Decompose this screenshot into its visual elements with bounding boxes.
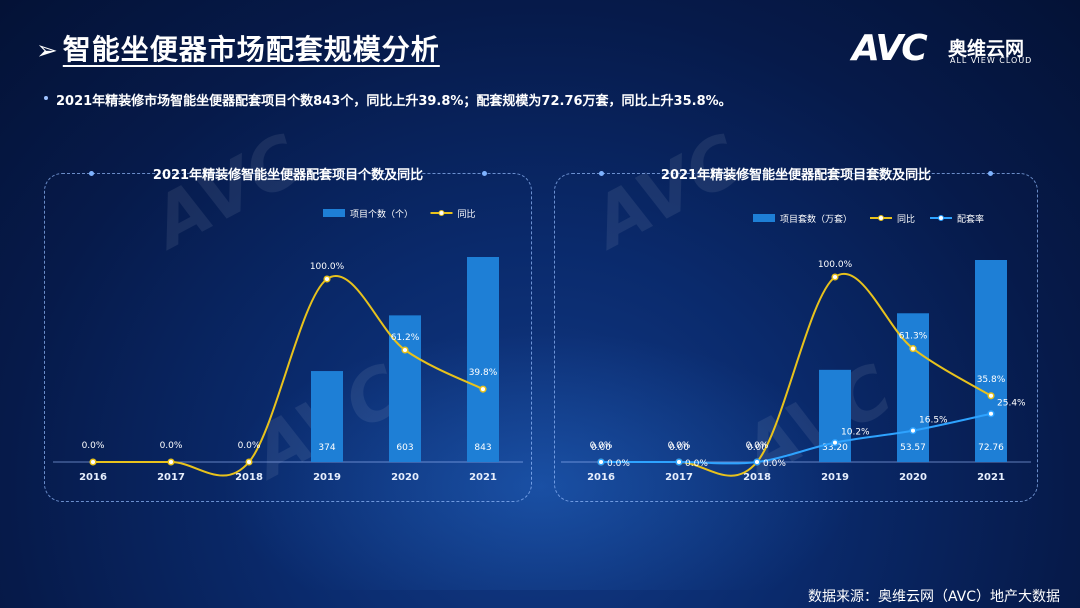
legend-label: 同比 (458, 208, 476, 220)
x-tick-label: 2021 (977, 472, 1005, 483)
bar (311, 371, 343, 462)
line-value-label: 61.2% (391, 333, 420, 343)
logo-en: ALL VIEW CLOUD (950, 56, 1033, 65)
series-point (89, 458, 97, 466)
chart-count-svg: 2016 2017 2018 2019 2020 2021 374 603 843 0.0% 0.0… (53, 208, 523, 483)
line-value-label: 100.0% (310, 262, 345, 272)
line-value-label: 35.8% (977, 375, 1006, 385)
arrow-icon: ➢ (36, 36, 59, 66)
legend-swatch-bar (753, 214, 775, 222)
line-value-label: 25.4% (997, 399, 1026, 409)
line-value-label: 0.0% (607, 459, 630, 469)
x-tick-label: 2016 (79, 472, 107, 483)
series-point (987, 410, 995, 418)
line-value-label: 0.0% (590, 441, 613, 451)
panel-dot-icon (482, 171, 487, 176)
summary-bullet: 2021年精装修市场智能坐便器配套项目个数843个，同比上升39.8%；配套规模… (44, 90, 732, 109)
line-value-label: 0.0% (668, 441, 691, 451)
series-line-yoy (601, 273, 992, 477)
line-value-label: 39.8% (469, 368, 498, 378)
series-point (167, 458, 175, 466)
chart-sets-svg: 2016 2017 2018 2019 2020 2021 0.00 0.00 0.00 33.2… (561, 213, 1031, 483)
line-value-label: 0.0% (238, 441, 261, 451)
bullet-dot-icon (44, 96, 48, 100)
series-point (245, 458, 253, 466)
chart-panel-count: 2021年精装修智能坐便器配套项目个数及同比 2016 2017 2018 2019 2… (44, 168, 532, 502)
series-point (909, 345, 917, 353)
bar-value-label: 843 (474, 443, 491, 453)
series-point (987, 392, 995, 400)
bar-value-label: 0.00 (669, 443, 689, 453)
x-tick-label: 2020 (899, 472, 927, 483)
line-value-label: 16.5% (919, 416, 948, 426)
line-value-label: 10.2% (841, 428, 870, 438)
legend-swatch-bar (323, 209, 345, 217)
bar (467, 257, 499, 462)
series-point (831, 439, 839, 447)
bar-value-label: 72.76 (978, 443, 1004, 453)
line-value-label: 0.0% (746, 441, 769, 451)
x-tick-label: 2016 (587, 472, 615, 483)
series-point (401, 346, 409, 354)
x-tick-label: 2017 (665, 472, 693, 483)
bar-value-label: 374 (318, 443, 335, 453)
line-value-label: 0.0% (763, 459, 786, 469)
bar-value-label: 0.00 (747, 443, 767, 453)
x-tick-label: 2021 (469, 472, 497, 483)
x-tick-label: 2017 (157, 472, 185, 483)
line-value-label: 0.0% (685, 459, 708, 469)
series-point (675, 458, 683, 466)
x-tick-label: 2018 (743, 472, 771, 483)
legend-swatch-dot (938, 215, 944, 221)
series-line-yoy (93, 275, 484, 477)
x-tick-label: 2020 (391, 472, 419, 483)
logo-cn: 奥维云网 (948, 38, 1025, 60)
panel-dot-icon (988, 171, 993, 176)
series-point (909, 427, 917, 435)
panel-dot-icon (599, 171, 604, 176)
bar (975, 260, 1007, 462)
chart-panel-sets: 2021年精装修智能坐便器配套项目套数及同比 2016 2017 2018 2019 2… (554, 168, 1038, 502)
panel-dot-icon (89, 171, 94, 176)
series-point (831, 273, 839, 281)
line-value-label: 61.3% (899, 332, 928, 342)
series-point (753, 458, 761, 466)
series-point (479, 385, 487, 393)
bar-value-label: 33.20 (822, 443, 848, 453)
legend-label: 配套率 (957, 213, 984, 225)
series-line-rate (601, 412, 992, 465)
line-value-label: 0.0% (160, 441, 183, 451)
data-source: 数据来源：奥维云网（AVC）地产大数据 (807, 589, 1060, 605)
line-value-label: 100.0% (818, 260, 853, 270)
legend-label: 项目套数（万套） (780, 213, 852, 225)
series-point (597, 458, 605, 466)
logo-mark: AVC (852, 28, 928, 69)
legend-swatch-dot (438, 210, 445, 216)
legend-label: 同比 (897, 213, 915, 225)
line-value-label: 0.0% (82, 441, 105, 451)
bar (819, 369, 851, 462)
avc-logo: AVC 奥维云网 ALL VIEW CLOUD (852, 28, 1052, 69)
x-tick-label: 2019 (313, 472, 341, 483)
summary-text: 2021年精装修市场智能坐便器配套项目个数843个，同比上升39.8%；配套规模… (56, 94, 732, 109)
chart-title: 2021年精装修智能坐便器配套项目个数及同比 (152, 168, 424, 183)
chart-title: 2021年精装修智能坐便器配套项目套数及同比 (660, 168, 932, 183)
bar-value-label: 53.57 (900, 443, 926, 453)
legend-label: 项目个数（个） (350, 208, 413, 220)
x-tick-label: 2019 (821, 472, 849, 483)
page-title-text: 智能坐便器市场配套规模分析 (62, 33, 440, 66)
bar-value-label: 603 (396, 443, 413, 453)
page-title: ➢ 智能坐便器市场配套规模分析 (36, 28, 440, 68)
legend-swatch-dot (878, 215, 884, 221)
bar-value-label: 0.00 (591, 443, 611, 453)
x-tick-label: 2018 (235, 472, 263, 483)
series-point (323, 275, 331, 283)
